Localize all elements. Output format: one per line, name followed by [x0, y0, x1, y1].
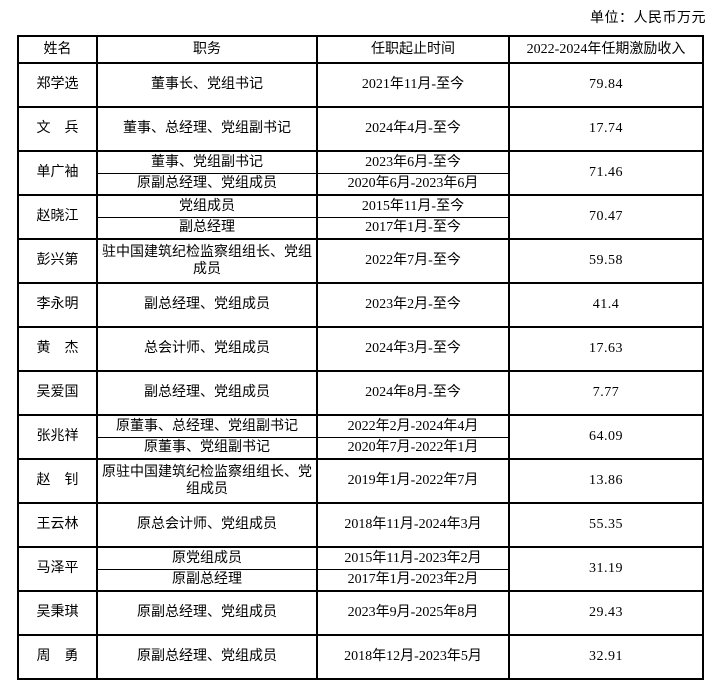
name-cell: 单广袖: [17, 150, 98, 196]
period-cell: 2017年1月-至今: [316, 216, 510, 240]
compensation-table: 姓名 职务 任职起止时间 2022-2024年任期激励收入 郑学选 董事长、党组书记 20…: [17, 35, 704, 680]
income-cell: 31.19: [508, 546, 704, 592]
period-cell: 2023年9月-2025年8月: [316, 590, 510, 636]
position-cell: 原副总经理、党组成员: [96, 590, 318, 636]
position-cell: 原副总经理、党组成员: [96, 172, 318, 196]
column-header-0: 姓名: [17, 35, 98, 64]
table-row: 赵 钊原驻中国建筑纪检监察组组长、党组成员 2019年1月-2022年7月 13.8…: [17, 458, 704, 504]
table-row: 王云林 原总会计师、党组成员 2018年11月-2024年3月 55.35: [17, 502, 704, 548]
table-row: 文 兵董事、总经理、党组副书记 2024年4月-至今 17.74: [17, 106, 704, 152]
position-cell: 董事、总经理、党组副书记: [96, 106, 318, 152]
table-row: 周 勇原副总经理、党组成员 2018年12月-2023年5月 32.91: [17, 634, 704, 680]
period-cell: 2022年2月-2024年4月: [316, 414, 510, 438]
income-cell: 70.47: [508, 194, 704, 240]
position-cell: 董事长、党组书记: [96, 62, 318, 108]
column-header-2: 任职起止时间: [316, 35, 510, 64]
period-cell: 2018年11月-2024年3月: [316, 502, 510, 548]
income-cell: 41.4: [508, 282, 704, 328]
position-cell: 原党组成员: [96, 546, 318, 570]
position-cell: 驻中国建筑纪检监察组组长、党组成员: [96, 238, 318, 284]
table-body: 郑学选 董事长、党组书记 2021年11月-至今 79.84 文 兵董事、总经理、党组副…: [17, 62, 704, 680]
period-cell: 2024年4月-至今: [316, 106, 510, 152]
name-cell: 张兆祥: [17, 414, 98, 460]
name-cell: 文 兵: [17, 106, 98, 152]
position-cell: 副总经理、党组成员: [96, 370, 318, 416]
period-cell: 2024年3月-至今: [316, 326, 510, 372]
table-row: 原董事、党组副书记 2020年7月-2022年1月: [18, 436, 703, 460]
position-cell: 原副总经理、党组成员: [96, 634, 318, 680]
table-row: 原副总经理 2017年1月-2023年2月: [18, 568, 703, 592]
position-cell: 副总经理: [96, 216, 318, 240]
position-cell: 副总经理、党组成员: [96, 282, 318, 328]
name-cell: 黄 杰: [17, 326, 98, 372]
name-cell: 吴爱国: [17, 370, 98, 416]
income-cell: 55.35: [508, 502, 704, 548]
income-cell: 29.43: [508, 590, 704, 636]
period-cell: 2015年11月-至今: [316, 194, 510, 218]
period-cell: 2020年6月-2023年6月: [316, 172, 510, 196]
name-cell: 郑学选: [17, 62, 98, 108]
name-cell: 赵 钊: [17, 458, 98, 504]
header-row: 姓名 职务 任职起止时间 2022-2024年任期激励收入: [17, 35, 704, 64]
name-cell: 李永明: [17, 282, 98, 328]
income-cell: 64.09: [508, 414, 704, 460]
table-row: 张兆祥 原董事、总经理、党组副书记 2022年2月-2024年4月 64.09: [17, 414, 704, 460]
column-header-1: 职务: [96, 35, 318, 64]
period-cell: 2017年1月-2023年2月: [316, 568, 510, 592]
income-cell: 13.86: [508, 458, 704, 504]
table-row: 单广袖 董事、党组副书记 2023年6月-至今 71.46: [17, 150, 704, 196]
period-cell: 2021年11月-至今: [316, 62, 510, 108]
table-row: 吴秉琪 原副总经理、党组成员 2023年9月-2025年8月 29.43: [17, 590, 704, 636]
income-cell: 17.74: [508, 106, 704, 152]
income-cell: 7.77: [508, 370, 704, 416]
table-header: 姓名 职务 任职起止时间 2022-2024年任期激励收入: [17, 35, 704, 64]
income-cell: 59.58: [508, 238, 704, 284]
position-cell: 原总会计师、党组成员: [96, 502, 318, 548]
position-cell: 董事、党组副书记: [96, 150, 318, 174]
name-cell: 赵晓江: [17, 194, 98, 240]
income-cell: 71.46: [508, 150, 704, 196]
name-cell: 周 勇: [17, 634, 98, 680]
name-cell: 马泽平: [17, 546, 98, 592]
column-header-3: 2022-2024年任期激励收入: [508, 35, 704, 64]
name-cell: 王云林: [17, 502, 98, 548]
income-cell: 32.91: [508, 634, 704, 680]
table-row: 原副总经理、党组成员 2020年6月-2023年6月: [18, 172, 703, 196]
name-cell: 彭兴第: [17, 238, 98, 284]
table-row: 马泽平 原党组成员 2015年11月-2023年2月 31.19: [17, 546, 704, 592]
table-row: 赵晓江 党组成员 2015年11月-至今 70.47: [17, 194, 704, 240]
income-cell: 17.63: [508, 326, 704, 372]
period-cell: 2022年7月-至今: [316, 238, 510, 284]
table-row: 彭兴第 驻中国建筑纪检监察组组长、党组成员 2022年7月-至今 59.58: [17, 238, 704, 284]
position-cell: 总会计师、党组成员: [96, 326, 318, 372]
table-row: 黄 杰总会计师、党组成员 2024年3月-至今 17.63: [17, 326, 704, 372]
table-row: 吴爱国 副总经理、党组成员 2024年8月-至今 7.77: [17, 370, 704, 416]
position-cell: 原董事、总经理、党组副书记: [96, 414, 318, 438]
position-cell: 原驻中国建筑纪检监察组组长、党组成员: [96, 458, 318, 504]
period-cell: 2024年8月-至今: [316, 370, 510, 416]
position-cell: 党组成员: [96, 194, 318, 218]
table-row: 郑学选 董事长、党组书记 2021年11月-至今 79.84: [17, 62, 704, 108]
position-cell: 原董事、党组副书记: [96, 436, 318, 460]
period-cell: 2020年7月-2022年1月: [316, 436, 510, 460]
income-cell: 79.84: [508, 62, 704, 108]
period-cell: 2019年1月-2022年7月: [316, 458, 510, 504]
period-cell: 2023年2月-至今: [316, 282, 510, 328]
position-cell: 原副总经理: [96, 568, 318, 592]
period-cell: 2015年11月-2023年2月: [316, 546, 510, 570]
period-cell: 2018年12月-2023年5月: [316, 634, 510, 680]
unit-label: 单位：人民币万元: [590, 11, 706, 26]
table-row: 副总经理 2017年1月-至今: [18, 216, 703, 240]
name-cell: 吴秉琪: [17, 590, 98, 636]
period-cell: 2023年6月-至今: [316, 150, 510, 174]
table-row: 李永明 副总经理、党组成员 2023年2月-至今 41.4: [17, 282, 704, 328]
